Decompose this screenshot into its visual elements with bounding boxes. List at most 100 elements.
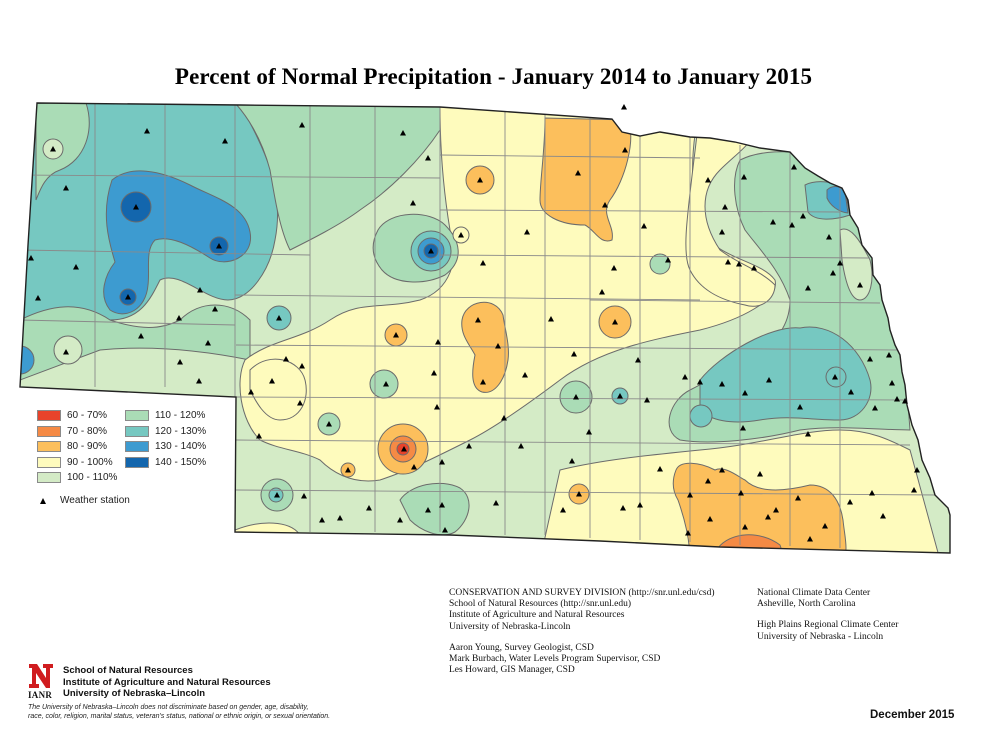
weather-station-marker [886, 352, 892, 358]
weather-station-marker [635, 357, 641, 363]
weather-station-marker [911, 487, 917, 493]
legend-item: 60 - 70% [37, 410, 107, 421]
weather-station-marker [63, 185, 69, 191]
weather-station-marker [571, 351, 577, 357]
legend-swatch [125, 441, 149, 452]
weather-station-marker [439, 502, 445, 508]
legend-item: 110 - 120% [125, 410, 205, 421]
weather-station-marker [837, 260, 843, 266]
weather-station-marker [400, 130, 406, 136]
weather-station-marker [466, 443, 472, 449]
weather-station-marker [687, 492, 693, 498]
weather-station-marker [345, 467, 351, 473]
weather-station-marker [458, 232, 464, 238]
legend-item: 80 - 90% [37, 441, 107, 452]
weather-station-marker [641, 223, 647, 229]
weather-station-marker [269, 378, 275, 384]
contour-100-110-east-pocket [839, 228, 873, 301]
legend-swatch [125, 410, 149, 421]
legend-label: 90 - 100% [67, 456, 113, 468]
credit-line: Les Howard, GIS Manager, CSD [449, 665, 575, 676]
contour-110-120-g [369, 369, 399, 399]
weather-station-marker [299, 363, 305, 369]
weather-station-marker [742, 390, 748, 396]
weather-station-marker [599, 289, 605, 295]
weather-station-marker [518, 443, 524, 449]
credits-right: National Climate Data Center Asheville, … [757, 588, 898, 643]
weather-station-marker [637, 502, 643, 508]
contour-130-140-west-edge [20, 345, 35, 375]
weather-station-marker [434, 404, 440, 410]
weather-station-marker [722, 204, 728, 210]
state-outline [19, 102, 951, 554]
contour-90-100-sw-pocket [249, 358, 307, 421]
weather-station-marker [222, 138, 228, 144]
weather-station-marker [435, 339, 441, 345]
weather-station-marker [495, 343, 501, 349]
weather-station-marker [256, 433, 262, 439]
credits-left: CONSERVATION AND SURVEY DIVISION (http:/… [449, 588, 715, 676]
weather-station-marker [705, 177, 711, 183]
county-line [235, 344, 901, 351]
weather-station-marker [138, 333, 144, 339]
weather-station-marker [621, 104, 627, 110]
org-line: University of Nebraska–Lincoln [63, 688, 206, 699]
weather-station-marker [620, 505, 626, 511]
county-line [20, 249, 311, 256]
weather-station-marker [665, 257, 671, 263]
weather-station-marker [283, 356, 289, 362]
weather-station-marker [644, 397, 650, 403]
credit-line: Asheville, North Carolina [757, 599, 856, 610]
legend-swatch [125, 456, 149, 468]
legend-label: 130 - 140% [155, 441, 207, 452]
weather-station-marker [719, 467, 725, 473]
disclaimer-line: The University of Nebraska–Lincoln does … [28, 704, 309, 711]
legend-label: 70 - 80% [67, 425, 108, 437]
weather-station-marker [602, 202, 608, 208]
weather-station-marker [848, 389, 854, 395]
weather-station-marker [393, 332, 399, 338]
weather-station-marker [442, 527, 448, 533]
weather-station-marker [914, 467, 920, 473]
weather-station-marker [617, 393, 623, 399]
contour-110-120-m [649, 253, 671, 275]
weather-station-marker [766, 377, 772, 383]
legend-swatch [125, 425, 149, 437]
legend-swatch [37, 472, 61, 483]
weather-station-marker [475, 317, 481, 323]
weather-station-marker [431, 370, 437, 376]
weather-station-marker [319, 517, 325, 523]
weather-station-marker [765, 514, 771, 520]
credit-line: University of Nebraska - Lincoln [757, 631, 884, 642]
weather-station-marker [869, 490, 875, 496]
weather-station-marker [826, 234, 832, 240]
weather-station-marker [573, 394, 579, 400]
contour-layer [20, 103, 950, 553]
weather-station-marker [789, 222, 795, 228]
weather-station-marker [28, 255, 34, 261]
weather-station-marker [276, 315, 282, 321]
weather-station-marker [751, 265, 757, 271]
contour-100-110-sw-island [53, 335, 83, 365]
triangle-icon [40, 497, 46, 504]
weather-station-marker [501, 415, 507, 421]
weather-station-marker [125, 294, 131, 300]
weather-station-marker [830, 270, 836, 276]
legend-label: 120 - 130% [155, 425, 207, 437]
weather-station-marker [832, 374, 838, 380]
legend-item: 70 - 80% [37, 425, 108, 437]
weather-station-marker [301, 493, 307, 499]
weather-station-marker [569, 458, 575, 464]
weather-station-marker [524, 229, 530, 235]
weather-station-marker [439, 459, 445, 465]
legend-item: 90 - 100% [37, 456, 113, 468]
contour-130-140-ne [826, 186, 849, 214]
weather-station-marker [35, 295, 41, 301]
credit-line: University of Nebraska-Lincoln [449, 621, 571, 632]
weather-station-marker [795, 495, 801, 501]
weather-station-marker [274, 492, 280, 498]
weather-station-marker [299, 122, 305, 128]
weather-station-marker [366, 505, 372, 511]
weather-station-marker [705, 478, 711, 484]
weather-station-marker [586, 429, 592, 435]
